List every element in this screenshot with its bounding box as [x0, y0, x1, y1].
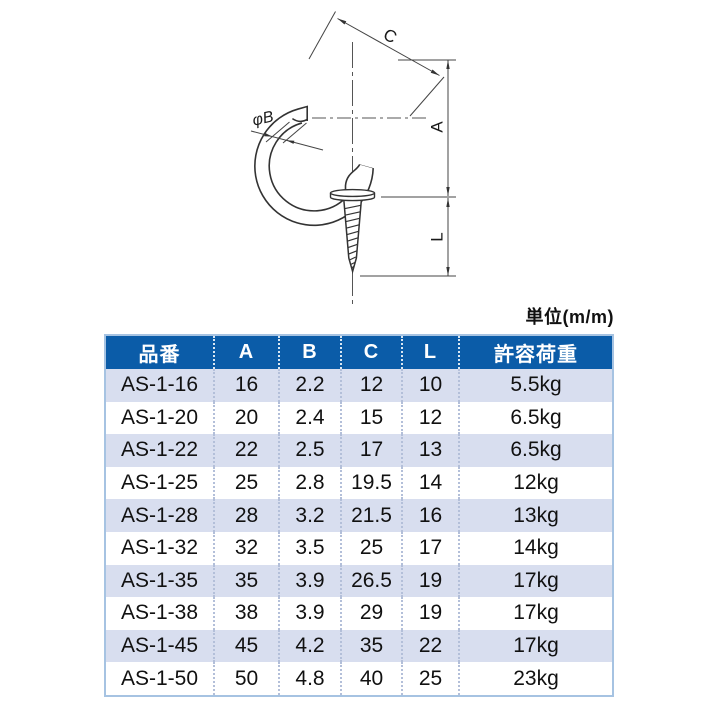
cell-b: 3.9 — [278, 564, 340, 598]
cell-a: 45 — [213, 629, 278, 663]
cell-a: 25 — [213, 466, 278, 500]
cell-c: 26.5 — [340, 564, 401, 598]
cell-c: 25 — [340, 531, 401, 565]
table-row: AS-1-25 25 2.8 19.5 14 12kg — [106, 466, 612, 500]
cell-part-number: AS-1-28 — [120, 503, 199, 527]
cell-load: 12kg — [458, 466, 612, 500]
table-row: AS-1-35 35 3.9 26.5 19 17kg — [106, 564, 612, 598]
cell-c: 40 — [340, 662, 401, 695]
dim-c-line — [337, 18, 440, 76]
header-part-number: 品番 — [138, 344, 181, 366]
cell-b: 4.2 — [278, 629, 340, 663]
cell-a: 16 — [213, 369, 278, 402]
cell-b: 3.5 — [278, 531, 340, 565]
table-header-row: 品番 A B C L 許容荷重 — [106, 336, 612, 369]
cell-a: 50 — [213, 662, 278, 695]
table-row: AS-1-38 38 3.9 29 19 17kg — [106, 597, 612, 630]
screw-body — [343, 199, 363, 275]
table-body: AS-1-16 16 2.2 12 10 5.5kg AS-1-20 20 2.… — [106, 369, 612, 695]
cell-c: 17 — [340, 434, 401, 467]
spec-table: 品番 A B C L 許容荷重 AS-1-16 16 2.2 12 10 5.5… — [104, 334, 614, 697]
cell-b: 2.2 — [278, 369, 340, 402]
cell-l: 12 — [401, 401, 458, 435]
cell-a: 28 — [213, 499, 278, 532]
cell-load: 6.5kg — [458, 434, 612, 467]
cell-a: 20 — [213, 401, 278, 435]
cell-part-number: AS-1-25 — [120, 471, 199, 495]
technical-drawing: C A L φB — [250, 11, 456, 308]
dim-b-ext2 — [282, 122, 307, 144]
screw — [329, 188, 376, 275]
dim-label-b: φB — [251, 108, 276, 129]
header-a: A — [213, 336, 278, 369]
cell-load: 6.5kg — [458, 401, 612, 435]
dim-label-l: L — [428, 232, 447, 241]
header-c: C — [340, 336, 401, 369]
cell-a: 22 — [213, 434, 278, 467]
cell-l: 22 — [401, 629, 458, 663]
header-load: 許容荷重 — [458, 336, 612, 369]
cell-l: 13 — [401, 434, 458, 467]
cell-c: 19.5 — [340, 466, 401, 500]
header-l: L — [401, 336, 458, 369]
cell-l: 14 — [401, 466, 458, 500]
cell-c: 15 — [340, 401, 401, 435]
cell-b: 3.9 — [278, 597, 340, 630]
screw-collar-top — [329, 188, 376, 198]
cell-a: 38 — [213, 597, 278, 630]
cell-b: 2.5 — [278, 434, 340, 467]
cell-b: 2.4 — [278, 401, 340, 435]
table-row: AS-1-16 16 2.2 12 10 5.5kg — [106, 369, 612, 402]
cell-load: 14kg — [458, 531, 612, 565]
cell-part-number: AS-1-35 — [120, 568, 199, 592]
cell-part-number: AS-1-32 — [120, 536, 199, 560]
table-row: AS-1-45 45 4.2 35 22 17kg — [106, 629, 612, 663]
cell-l: 19 — [401, 597, 458, 630]
cell-c: 12 — [340, 369, 401, 402]
dim-c-ext1 — [308, 11, 336, 60]
header-b: B — [278, 336, 340, 369]
dimension-arrows — [264, 18, 450, 276]
cell-load: 23kg — [458, 662, 612, 695]
cell-load: 17kg — [458, 564, 612, 598]
screw-threads — [344, 204, 361, 269]
table-row: AS-1-50 50 4.8 40 25 23kg — [106, 662, 612, 695]
dimension-lines — [250, 11, 456, 277]
cell-a: 32 — [213, 531, 278, 565]
dim-label-a: A — [428, 121, 447, 133]
cell-load: 17kg — [458, 629, 612, 663]
cell-part-number: AS-1-38 — [120, 601, 199, 625]
cell-part-number: AS-1-20 — [120, 405, 199, 429]
cell-l: 25 — [401, 662, 458, 695]
cell-part-number: AS-1-22 — [120, 438, 199, 462]
table-row: AS-1-28 28 3.2 21.5 16 13kg — [106, 499, 612, 532]
cell-l: 10 — [401, 369, 458, 402]
cell-b: 3.2 — [278, 499, 340, 532]
cell-part-number: AS-1-45 — [120, 634, 199, 658]
table-row: AS-1-22 22 2.5 17 13 6.5kg — [106, 434, 612, 467]
unit-note: 単位(m/m) — [525, 307, 614, 327]
cell-c: 29 — [340, 597, 401, 630]
dim-b-ext1 — [265, 121, 290, 143]
cell-l: 16 — [401, 499, 458, 532]
cell-b: 2.8 — [278, 466, 340, 500]
wire-tip-face — [291, 117, 308, 123]
cell-part-number: AS-1-50 — [120, 666, 199, 690]
cell-l: 17 — [401, 531, 458, 565]
table-row: AS-1-20 20 2.4 15 12 6.5kg — [106, 401, 612, 435]
cell-c: 21.5 — [340, 499, 401, 532]
cell-l: 19 — [401, 564, 458, 598]
cell-part-number: AS-1-16 — [120, 373, 199, 397]
cell-c: 35 — [340, 629, 401, 663]
cell-a: 35 — [213, 564, 278, 598]
dim-c-ext2 — [409, 76, 445, 117]
cell-load: 17kg — [458, 597, 612, 630]
cell-load: 5.5kg — [458, 369, 612, 402]
cell-load: 13kg — [458, 499, 612, 532]
table-row: AS-1-32 32 3.5 25 17 14kg — [106, 531, 612, 565]
cell-b: 4.8 — [278, 662, 340, 695]
